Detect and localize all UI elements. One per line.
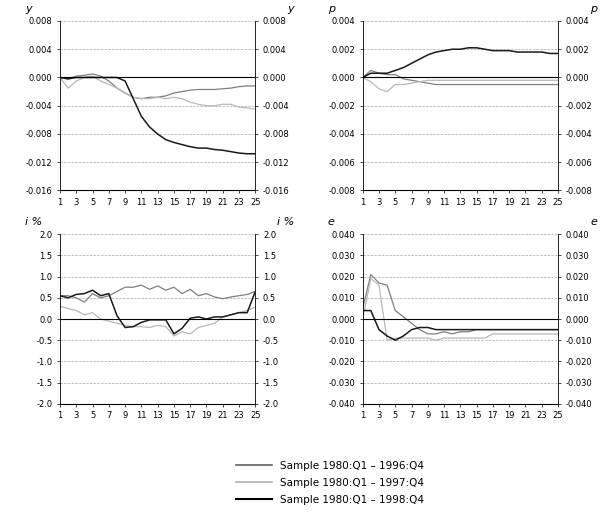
Text: y: y bbox=[288, 4, 295, 14]
Text: i %: i % bbox=[277, 217, 295, 227]
Legend: Sample 1980:Q1 – 1996:Q4, Sample 1980:Q1 – 1997:Q4, Sample 1980:Q1 – 1998:Q4: Sample 1980:Q1 – 1996:Q4, Sample 1980:Q1… bbox=[236, 461, 424, 505]
Text: p: p bbox=[590, 4, 597, 14]
Text: e: e bbox=[590, 217, 597, 227]
Text: e: e bbox=[328, 217, 334, 227]
Text: i %: i % bbox=[25, 217, 42, 227]
Text: p: p bbox=[328, 4, 335, 14]
Text: y: y bbox=[25, 4, 31, 14]
